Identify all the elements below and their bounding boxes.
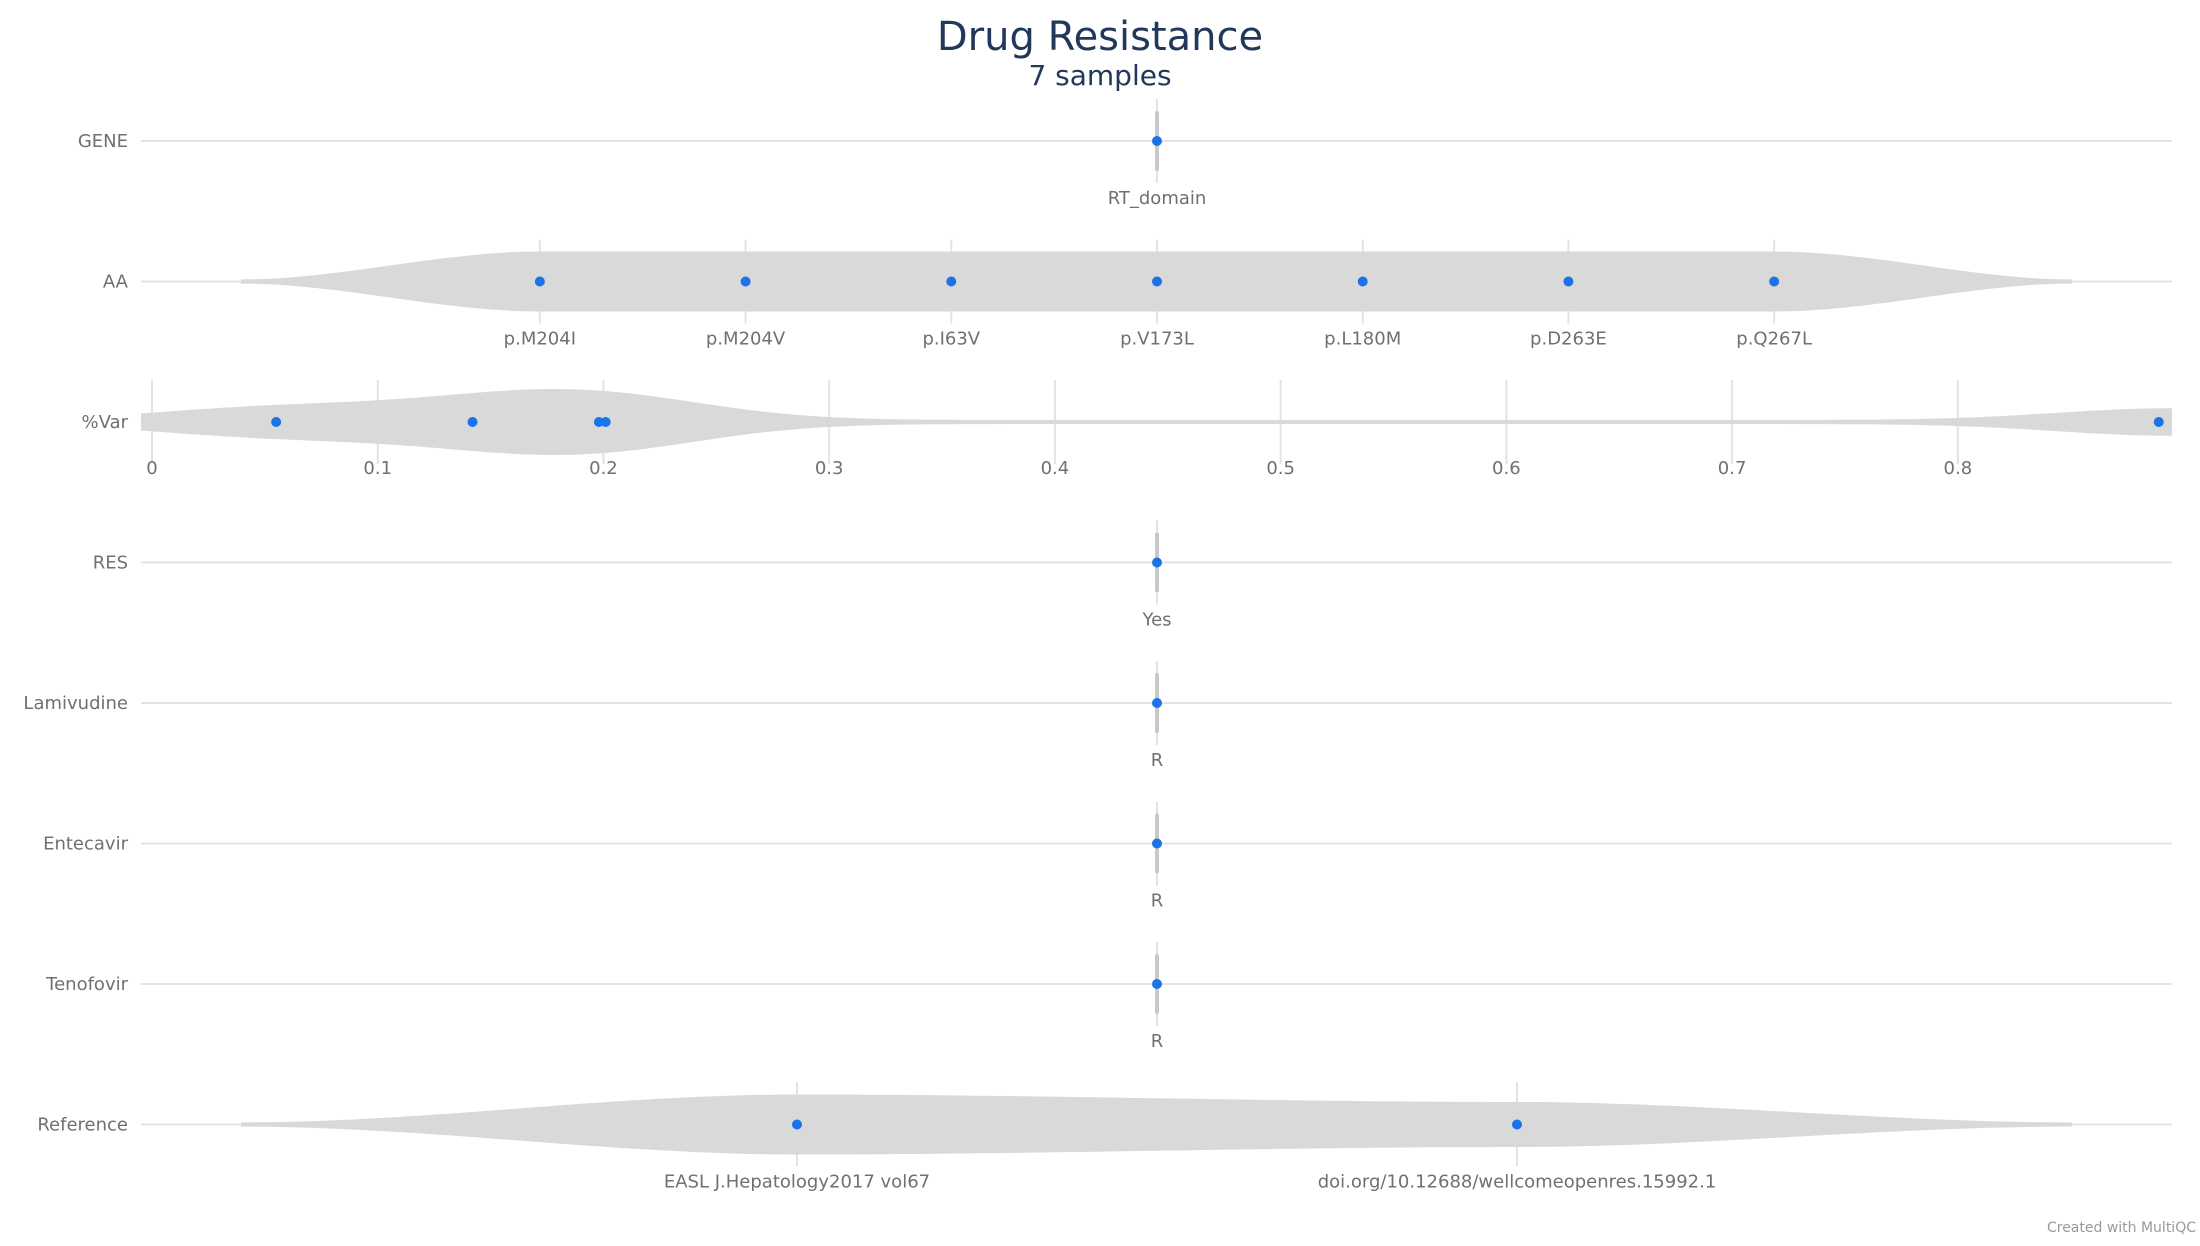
x-tick-label: 0.5 bbox=[1266, 458, 1295, 479]
data-point bbox=[1152, 838, 1162, 849]
multiqc-credit: Created with MultiQC bbox=[2047, 1220, 2196, 1236]
category-label: p.M204I bbox=[504, 329, 576, 350]
data-point bbox=[467, 417, 478, 427]
category-label: p.L180M bbox=[1324, 329, 1401, 350]
data-point bbox=[271, 417, 282, 427]
category-label: p.Q267L bbox=[1736, 329, 1812, 350]
row-label-tenofovir: Tenofovir bbox=[45, 974, 128, 995]
category-label: R bbox=[1151, 891, 1164, 912]
data-point bbox=[2153, 417, 2164, 427]
row-label-reference: Reference bbox=[37, 1115, 128, 1136]
data-point bbox=[1563, 276, 1574, 287]
data-point bbox=[1152, 136, 1162, 146]
category-label: p.I63V bbox=[922, 329, 980, 350]
data-point bbox=[792, 1119, 802, 1130]
data-point bbox=[1152, 276, 1162, 287]
x-tick-label: 0.8 bbox=[1944, 458, 1973, 479]
row-label-res: RES bbox=[93, 553, 128, 574]
violin-shape bbox=[241, 1094, 2072, 1155]
category-label: p.M204V bbox=[706, 329, 786, 350]
category-label: p.V173L bbox=[1120, 329, 1194, 350]
x-tick-label: 0.4 bbox=[1041, 458, 1070, 479]
data-point bbox=[600, 417, 611, 427]
chart-title: Drug Resistance bbox=[937, 14, 1263, 60]
row-label-entecavir: Entecavir bbox=[43, 834, 128, 855]
category-label: doi.org/10.12688/wellcomeopenres.15992.1 bbox=[1318, 1172, 1717, 1193]
chart-rows: GENE RT_domain AA p.M204I p.M204V p.I63V p.V17… bbox=[23, 99, 2172, 1193]
data-point bbox=[1152, 979, 1162, 989]
category-label: EASL J.Hepatology2017 vol67 bbox=[664, 1172, 930, 1193]
x-tick-label: 0.3 bbox=[815, 458, 844, 479]
category-label: p.D263E bbox=[1530, 329, 1607, 350]
x-tick-label: 0.2 bbox=[589, 458, 618, 479]
row-label-gene: GENE bbox=[78, 131, 128, 152]
category-label: Yes bbox=[1141, 610, 1171, 631]
data-point bbox=[946, 276, 957, 287]
data-point bbox=[1152, 698, 1162, 708]
category-label: R bbox=[1151, 1031, 1164, 1052]
data-point bbox=[1357, 276, 1368, 287]
x-tick-label: 0.6 bbox=[1492, 458, 1521, 479]
data-point bbox=[1512, 1119, 1522, 1130]
x-tick-label: 0.7 bbox=[1718, 458, 1747, 479]
row-label-var: %Var bbox=[82, 412, 129, 433]
x-tick-label: 0.1 bbox=[363, 458, 392, 479]
category-label: R bbox=[1151, 750, 1164, 771]
x-tick-label: 0 bbox=[146, 458, 157, 479]
violin-shape bbox=[141, 389, 2172, 455]
row-label-aa: AA bbox=[103, 272, 129, 293]
row-label-lamivudine: Lamivudine bbox=[23, 693, 128, 714]
chart-subtitle: 7 samples bbox=[1028, 59, 1171, 92]
data-point bbox=[534, 276, 545, 287]
data-point bbox=[740, 276, 751, 287]
category-label: RT_domain bbox=[1108, 188, 1207, 209]
data-point bbox=[1769, 276, 1780, 287]
data-point bbox=[1152, 557, 1162, 568]
